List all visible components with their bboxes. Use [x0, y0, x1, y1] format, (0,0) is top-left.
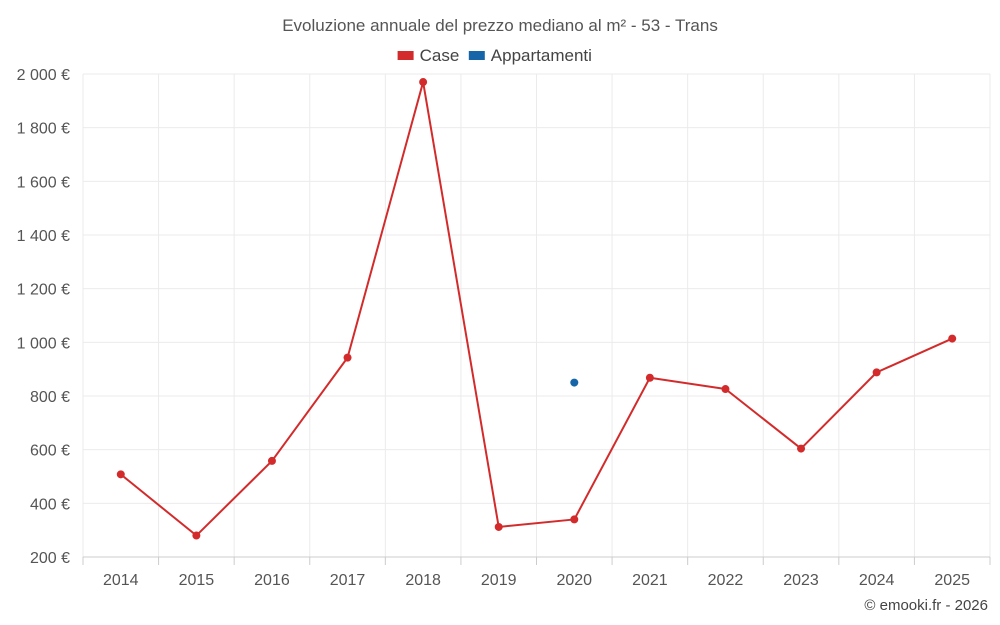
data-point-case	[721, 385, 730, 394]
x-tick-label: 2025	[934, 572, 970, 589]
data-point-case	[570, 515, 579, 524]
x-tick-label: 2024	[859, 572, 895, 589]
data-point-case	[116, 470, 125, 479]
x-tick-label: 2016	[254, 572, 290, 589]
x-tick-label: 2021	[632, 572, 668, 589]
legend: Case Appartamenti	[397, 46, 592, 65]
data-point-case	[343, 353, 352, 362]
legend-label-appartamenti: Appartamenti	[491, 46, 592, 65]
y-tick-label: 2 000 €	[17, 67, 70, 84]
data-point-case	[948, 334, 957, 343]
data-point-case	[645, 373, 654, 382]
x-tick-label: 2019	[481, 572, 517, 589]
y-tick-label: 600 €	[30, 443, 70, 460]
credit-text: © emooki.fr - 2026	[864, 597, 988, 614]
y-tick-label: 800 €	[30, 389, 70, 406]
data-point-case	[419, 78, 428, 87]
data-point-case	[872, 368, 881, 377]
x-axis: 2014 2015 2016 2017 2018 2019 2020 2021 2022 2023…	[82, 556, 991, 589]
y-tick-label: 1 400 €	[17, 228, 70, 245]
grid	[82, 73, 991, 558]
series-line-case	[120, 81, 953, 537]
x-tick-label: 2023	[783, 572, 819, 589]
data-point-case	[192, 531, 201, 540]
data-point-appartamenti	[570, 378, 579, 387]
y-tick-label: 1 800 €	[17, 121, 70, 138]
y-tick-label: 1 600 €	[17, 174, 70, 191]
y-axis: 200 € 400 € 600 € 800 € 1 000 € 1 200 € 1 400 …	[17, 67, 70, 567]
x-tick-label: 2022	[708, 572, 744, 589]
y-tick-label: 400 €	[30, 496, 70, 513]
series-layer	[116, 78, 957, 540]
legend-swatch-appartamenti	[468, 51, 485, 60]
x-tick-label: 2017	[330, 572, 366, 589]
data-point-case	[797, 444, 806, 453]
x-tick-label: 2020	[556, 572, 592, 589]
x-tick-label: 2018	[405, 572, 441, 589]
legend-label-case: Case	[420, 46, 460, 65]
y-tick-label: 200 €	[30, 550, 70, 567]
y-tick-label: 1 000 €	[17, 335, 70, 352]
data-point-case	[267, 456, 276, 465]
x-tick-label: 2015	[179, 572, 215, 589]
legend-swatch-case	[397, 51, 414, 60]
x-tick-label: 2014	[103, 572, 139, 589]
y-tick-label: 1 200 €	[17, 282, 70, 299]
chart-title: Evoluzione annuale del prezzo mediano al…	[282, 16, 718, 35]
data-point-case	[494, 522, 503, 531]
